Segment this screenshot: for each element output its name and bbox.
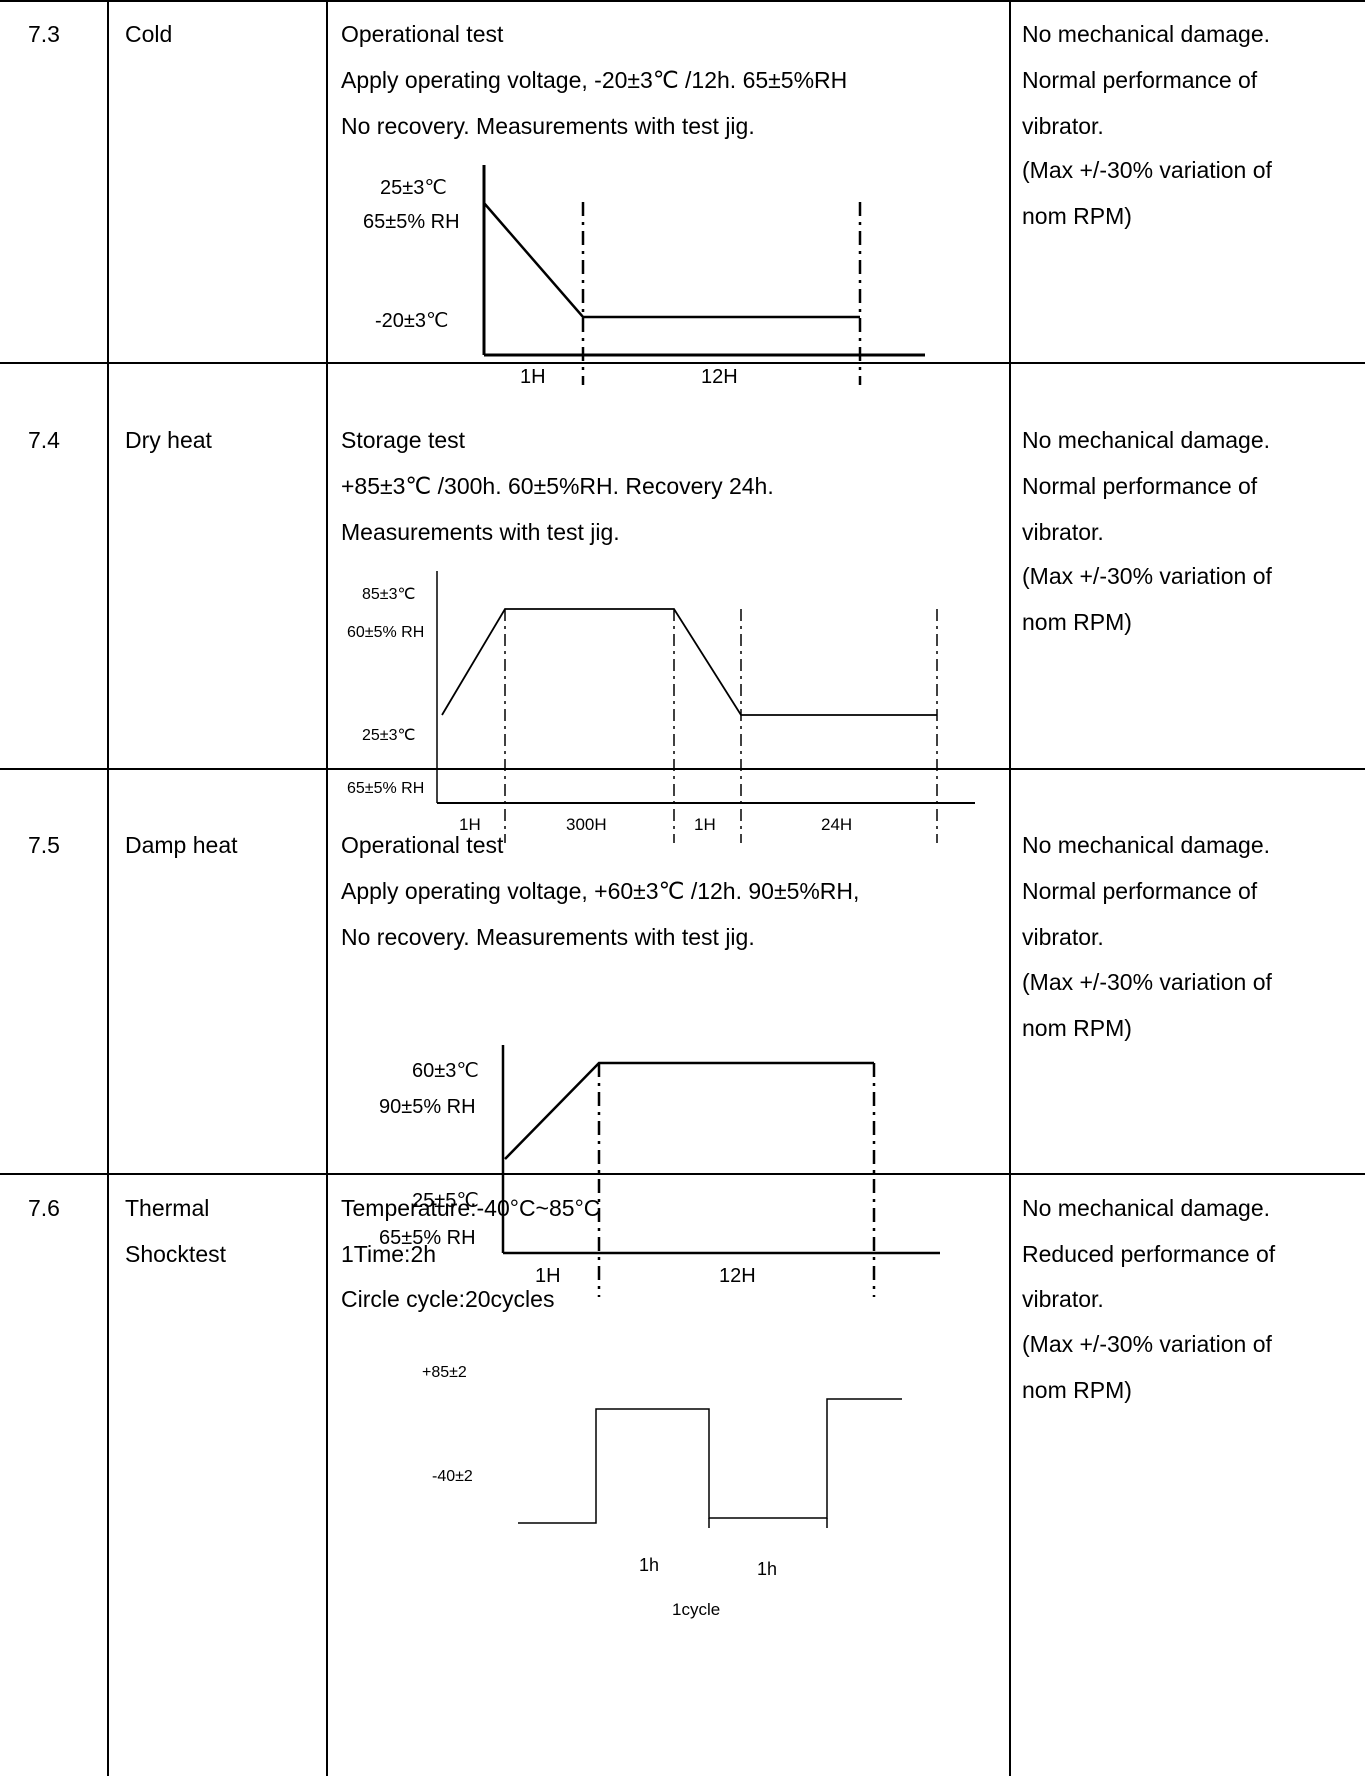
- item-number: 7.4: [28, 427, 60, 453]
- test-result: nom RPM): [1022, 1377, 1132, 1403]
- column-divider: [326, 0, 328, 1776]
- test-condition: Measurements with test jig.: [341, 519, 620, 545]
- test-result: vibrator.: [1022, 1286, 1104, 1312]
- test-condition: Apply operating voltage, -20±3℃ /12h. 65…: [341, 67, 848, 93]
- test-result: No mechanical damage.: [1022, 21, 1271, 47]
- test-result: (Max +/-30% variation of: [1022, 563, 1272, 589]
- test-result: vibrator.: [1022, 519, 1104, 545]
- test-result: No mechanical damage.: [1022, 1195, 1271, 1221]
- row-divider: [0, 362, 1365, 364]
- test-result: Normal performance of: [1022, 473, 1258, 499]
- y-label-low: 25±5℃: [412, 1190, 479, 1212]
- cold-profile-diagram: 25±3℃ 65±5% RH -20±3℃ 1H 12H: [363, 165, 925, 388]
- segment-label: 300H: [566, 815, 607, 834]
- test-result: No mechanical damage.: [1022, 427, 1271, 453]
- temperature-profile: [483, 202, 860, 319]
- test-result: nom RPM): [1022, 203, 1132, 229]
- y-label-low: -20±3℃: [375, 310, 448, 332]
- temperature-profile: [518, 1398, 902, 1524]
- test-result: nom RPM): [1022, 1015, 1132, 1041]
- test-item: Shocktest: [125, 1241, 226, 1267]
- test-condition: Apply operating voltage, +60±3℃ /12h. 90…: [341, 878, 860, 904]
- temperature-profile: [504, 1061, 874, 1160]
- y-label-low: 65±5% RH: [379, 1227, 476, 1249]
- thermal-shock-profile-diagram: +85±2 -40±2 1h 1h 1cycle: [422, 1364, 902, 1619]
- test-condition: +85±3℃ /300h. 60±5%RH. Recovery 24h.: [341, 473, 774, 499]
- damp-heat-profile-diagram: 60±3℃ 90±5% RH 25±5℃ 65±5% RH 1H 12H: [379, 1045, 940, 1297]
- y-label-low: 65±5% RH: [347, 780, 424, 797]
- y-label-high: 90±5% RH: [379, 1096, 476, 1118]
- segment-label: 1H: [520, 366, 546, 388]
- test-condition: No recovery. Measurements with test jig.: [341, 924, 755, 950]
- test-item: Cold: [125, 21, 173, 47]
- segment-label: 1H: [694, 815, 716, 834]
- test-result: Normal performance of: [1022, 878, 1258, 904]
- test-result: Normal performance of: [1022, 67, 1258, 93]
- segment-label: 12H: [719, 1265, 756, 1287]
- segment-label: 1H: [535, 1265, 561, 1287]
- segment-label: 1h: [757, 1559, 777, 1579]
- test-result: Reduced performance of: [1022, 1241, 1276, 1267]
- test-condition: Operational test: [341, 21, 504, 47]
- row-divider: [0, 768, 1365, 770]
- test-condition: No recovery. Measurements with test jig.: [341, 113, 755, 139]
- test-condition: Circle cycle:20cycles: [341, 1286, 555, 1312]
- y-label-high: 60±3℃: [412, 1060, 479, 1082]
- test-item: Thermal: [125, 1195, 210, 1221]
- segment-label: 24H: [821, 815, 852, 834]
- y-label-high: +85±2: [422, 1364, 467, 1381]
- y-label-low: 25±3℃: [362, 727, 415, 744]
- test-condition: Storage test: [341, 427, 466, 453]
- test-result: (Max +/-30% variation of: [1022, 157, 1272, 183]
- item-number: 7.3: [28, 21, 60, 47]
- test-result: No mechanical damage.: [1022, 832, 1271, 858]
- test-condition: 1Time:2h: [341, 1241, 437, 1267]
- item-number: 7.5: [28, 832, 60, 858]
- item-number: 7.6: [28, 1195, 60, 1221]
- test-result: vibrator.: [1022, 924, 1104, 950]
- column-divider: [107, 0, 109, 1776]
- segment-label: 1h: [639, 1555, 659, 1575]
- cycle-label: 1cycle: [672, 1600, 720, 1619]
- y-label-high: 60±5% RH: [347, 624, 424, 641]
- y-label-high: 65±5% RH: [363, 211, 460, 233]
- test-condition: Temperature:-40°C~85°C: [341, 1195, 601, 1221]
- test-item: Dry heat: [125, 427, 212, 453]
- test-condition: Operational test: [341, 832, 504, 858]
- segment-label: 1H: [459, 815, 481, 834]
- y-label-low: -40±2: [432, 1468, 473, 1485]
- row-divider: [0, 1173, 1365, 1175]
- test-result: vibrator.: [1022, 113, 1104, 139]
- y-label-high: 85±3℃: [362, 586, 415, 603]
- test-result: (Max +/-30% variation of: [1022, 969, 1272, 995]
- test-result: (Max +/-30% variation of: [1022, 1331, 1272, 1357]
- segment-label: 12H: [701, 366, 738, 388]
- y-label-high: 25±3℃: [380, 177, 447, 199]
- column-divider: [1009, 0, 1011, 1776]
- test-result: nom RPM): [1022, 609, 1132, 635]
- test-item: Damp heat: [125, 832, 238, 858]
- dry-heat-profile-diagram: 85±3℃ 60±5% RH 25±3℃ 65±5% RH 1H 300H 1H…: [347, 571, 975, 843]
- table-border-top: [0, 0, 1365, 2]
- temperature-profile: [441, 608, 937, 716]
